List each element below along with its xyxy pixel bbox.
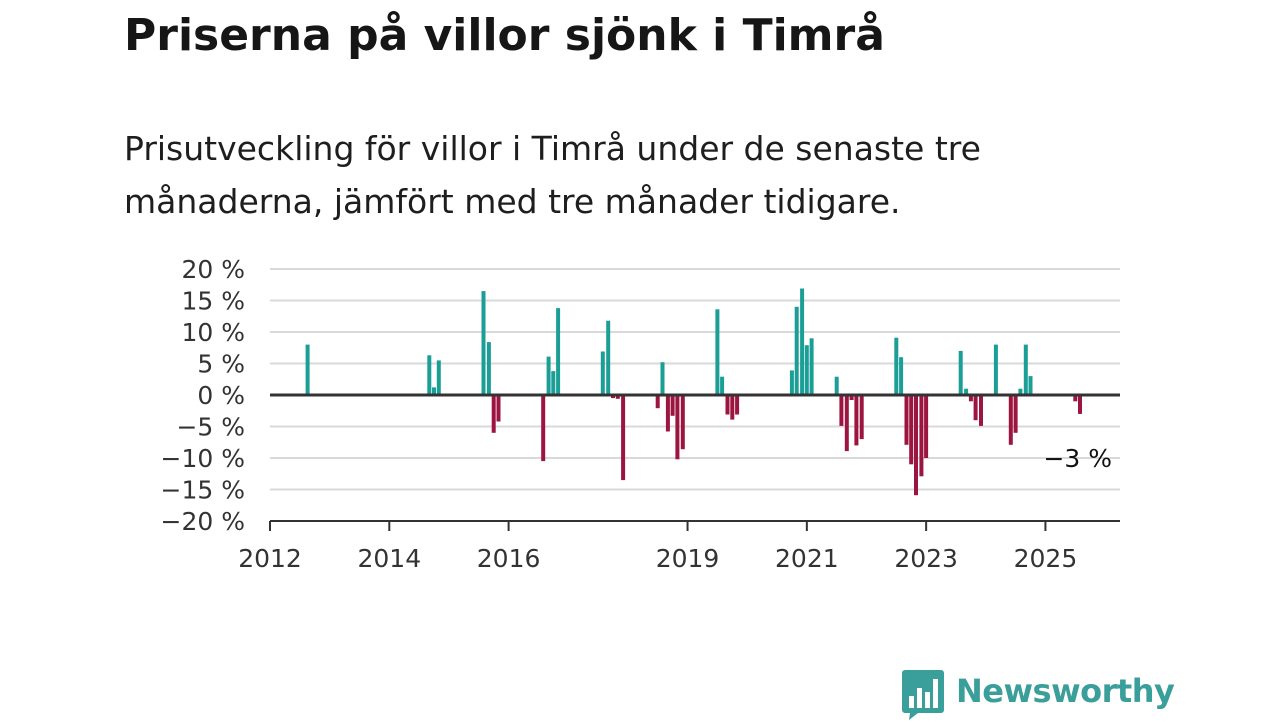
bar-negative [491,395,496,433]
bar-positive [1028,376,1033,395]
tick-labels: 20 % 15 %10 % 5 %0 % −5 %−10 % −15 %−20 % 201… [161,255,1112,573]
bar-positive [546,356,551,395]
bar-negative [1078,395,1082,414]
bar-negative [849,395,854,400]
brand-logo: Newsworthy [902,670,1175,720]
bar-negative [973,395,978,421]
bar-positive [1023,344,1028,395]
bar-positive [481,291,486,395]
bar-positive [556,308,561,395]
last-value-annotation: −3 % [1043,444,1112,473]
bar-positive [427,355,432,395]
bar-negative [854,395,859,446]
bar-positive [486,342,491,395]
y-tick-label: −15 % [161,476,245,505]
bar-negative [844,395,849,452]
bar-negative [924,395,929,458]
bar-negative [670,395,675,416]
bar-positive [600,351,605,395]
x-tick-label: 2021 [775,544,839,573]
bar-positive [432,387,436,395]
bar-negative [1008,395,1013,445]
bar-positive [789,370,794,395]
bar-positive [899,357,904,395]
y-tick-label: −20 % [161,507,245,536]
bar-positive [606,320,611,395]
x-tick-label: 2019 [656,544,720,573]
y-tick-label: 15 % [181,287,245,316]
bars [305,288,1082,496]
y-tick-label: 20 % [181,255,245,284]
bar-negative [919,395,924,477]
bar-positive [834,376,839,395]
bar-positive [809,338,814,395]
bar-negative [735,395,740,415]
bar-negative [496,395,501,422]
bar-positive [305,344,310,395]
bar-positive [1018,388,1023,395]
bar-negative [541,395,546,462]
bar-positive [720,376,725,395]
bar-positive [436,360,441,395]
chart-title: Priserna på villor sjönk i Timrå [124,10,885,61]
bar-negative [621,395,626,481]
bar-positive [804,345,809,395]
bar-positive [800,288,805,395]
x-tick-label: 2014 [357,544,421,573]
bar-positive [958,350,963,395]
bar-negative [611,395,615,399]
y-tick-label: 10 % [181,318,245,347]
axes [269,393,1120,531]
bar-negative [909,395,914,465]
bar-negative [859,395,864,440]
bar-positive [551,371,556,395]
y-tick-label: 0 % [197,381,245,410]
y-tick-label: −5 % [176,413,245,442]
bar-negative [1013,395,1018,433]
x-tick-label: 2016 [477,544,541,573]
x-tick-label: 2023 [894,544,958,573]
bar-negative [655,395,660,409]
bar-negative [1073,395,1078,402]
bar-negative [615,395,620,399]
bar-negative [979,395,983,426]
bar-negative [839,395,844,426]
brand-name: Newsworthy [956,672,1175,710]
chart-bubble-icon [902,670,944,724]
bar-positive [993,344,998,395]
bar-positive [715,309,720,395]
bar-negative [675,395,680,460]
bar-positive [794,306,799,395]
x-tick-label: 2025 [1014,544,1078,573]
y-tick-label: −10 % [161,444,245,473]
bar-positive [964,388,969,395]
bar-negative [665,395,670,432]
bar-positive [894,337,899,395]
y-tick-label: 5 % [197,350,245,379]
bar-negative [680,395,685,450]
gridlines [270,268,1120,491]
chart-subtitle: Prisutveckling för villor i Timrå under … [124,129,981,221]
bar-negative [725,395,730,415]
bar-negative [904,395,909,445]
bar-negative [730,395,735,420]
bar-negative [968,395,973,402]
bar-positive [660,362,665,395]
bar-negative [914,395,918,496]
x-tick-label: 2012 [238,544,302,573]
